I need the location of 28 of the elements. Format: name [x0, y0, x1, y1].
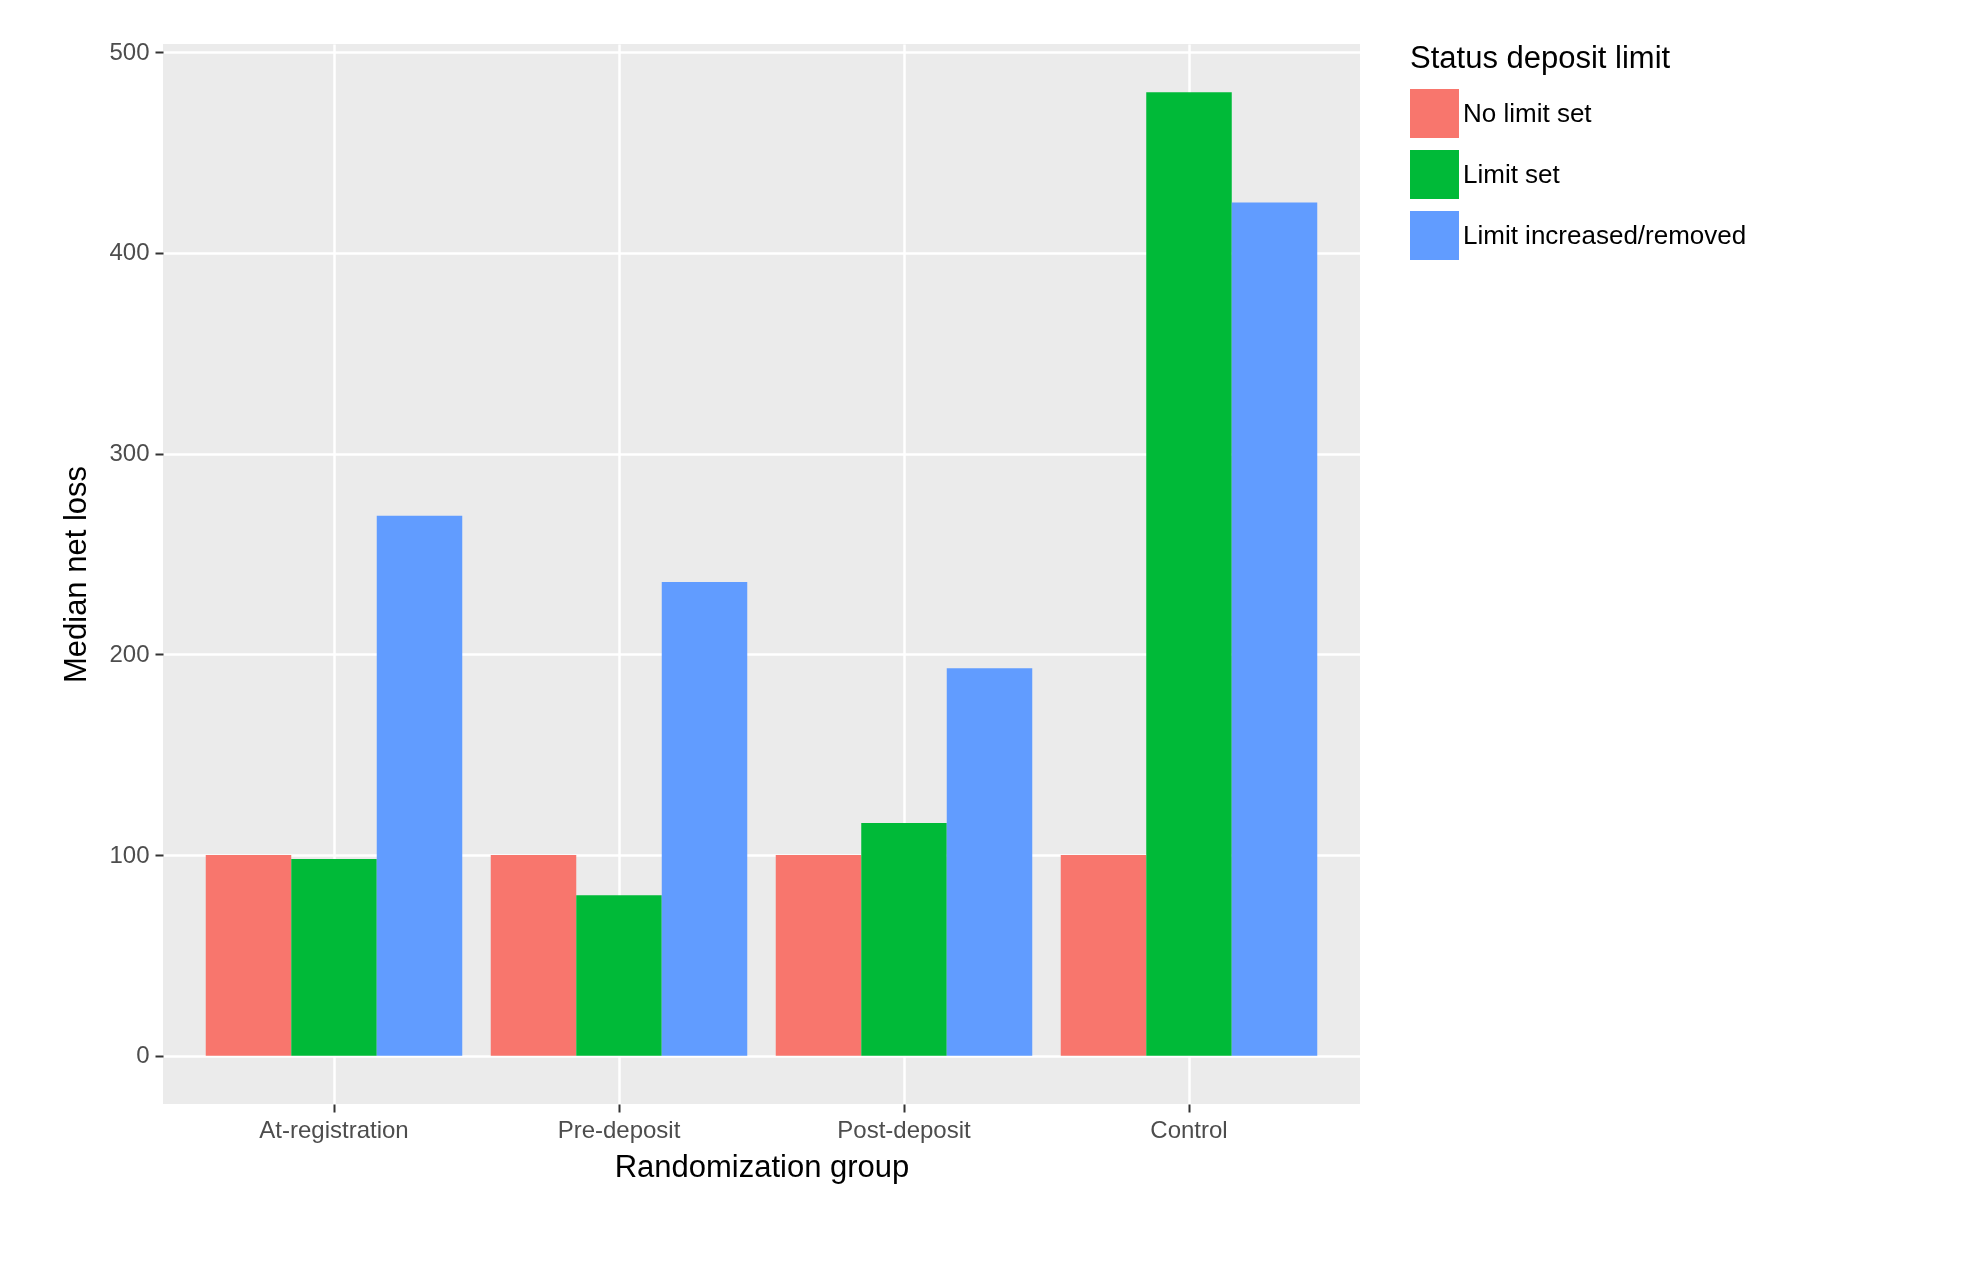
legend-label: Limit increased/removed	[1463, 219, 1747, 250]
x-axis-title: Randomization group	[614, 1148, 910, 1184]
bar	[775, 855, 862, 1056]
bar	[205, 855, 292, 1056]
legend-label: No limit set	[1463, 97, 1593, 128]
x-tick-label: Post-deposit	[837, 1115, 972, 1143]
bar	[946, 668, 1033, 1056]
legend-label: Limit set	[1463, 158, 1561, 189]
bar	[661, 582, 748, 1056]
bar	[291, 859, 377, 1056]
y-axis-title: Median net loss	[58, 465, 94, 684]
y-tick-label: 500	[109, 37, 150, 65]
y-tick-label: 0	[136, 1041, 150, 1069]
bar	[861, 822, 947, 1056]
y-tick-label: 100	[109, 840, 150, 868]
bar	[490, 855, 577, 1056]
y-tick-label: 400	[109, 238, 150, 266]
y-tick-label: 300	[109, 439, 150, 467]
y-tick-label: 200	[109, 639, 150, 667]
legend-title: Status deposit limit	[1410, 40, 1671, 75]
bar	[1146, 92, 1232, 1056]
x-tick-label: At-registration	[259, 1115, 409, 1143]
bar	[1231, 202, 1318, 1056]
bar	[1060, 855, 1147, 1056]
bar	[376, 515, 463, 1056]
x-tick-label: Control	[1150, 1115, 1228, 1143]
bar	[576, 895, 662, 1056]
x-tick-label: Pre-deposit	[557, 1115, 681, 1143]
